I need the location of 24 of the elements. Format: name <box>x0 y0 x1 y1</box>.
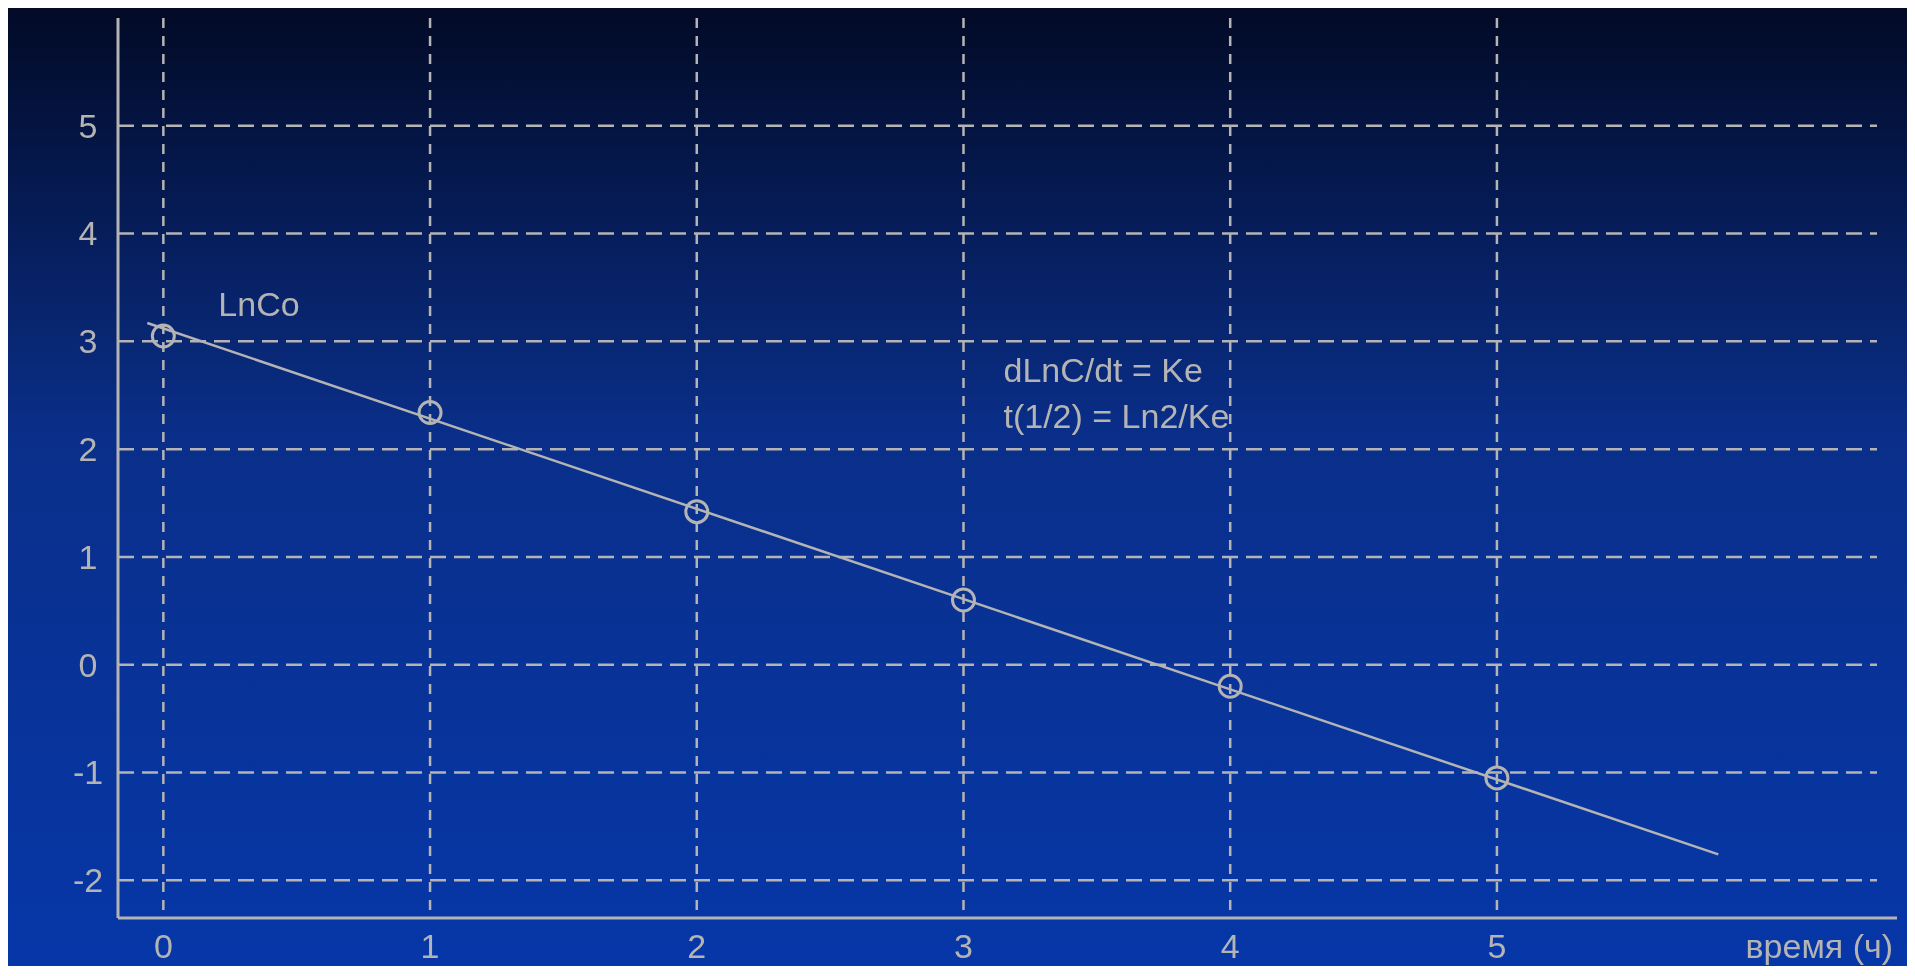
x-tick-label: 3 <box>954 927 973 965</box>
x-axis-title: время (ч) <box>1745 927 1893 965</box>
y-tick-label: 4 <box>78 214 98 253</box>
y-tick-label: -2 <box>72 861 104 900</box>
point <box>1484 765 1510 791</box>
y-tick-label: 3 <box>78 322 98 361</box>
x-tick-label: 2 <box>687 927 707 965</box>
point <box>950 587 976 613</box>
point <box>684 499 710 525</box>
x-tick-label: 5 <box>1487 927 1507 965</box>
x-tick-label: 1 <box>420 927 440 965</box>
point <box>1217 673 1243 699</box>
y-tick-label: -1 <box>72 753 104 792</box>
y-tick-label: 1 <box>78 537 98 576</box>
point <box>150 323 176 349</box>
annotation: dLnC/dt = Ke <box>1003 351 1203 390</box>
annotation: LnCo <box>218 284 300 323</box>
x-tick-label: 0 <box>153 927 173 965</box>
annotation: t(1/2) = Ln2/Ke <box>1003 397 1230 436</box>
point <box>417 399 443 425</box>
y-tick-label: 5 <box>78 106 98 145</box>
x-tick-label: 4 <box>1220 927 1240 965</box>
y-tick-label: 0 <box>78 645 98 684</box>
y-tick-label: 2 <box>78 430 98 469</box>
